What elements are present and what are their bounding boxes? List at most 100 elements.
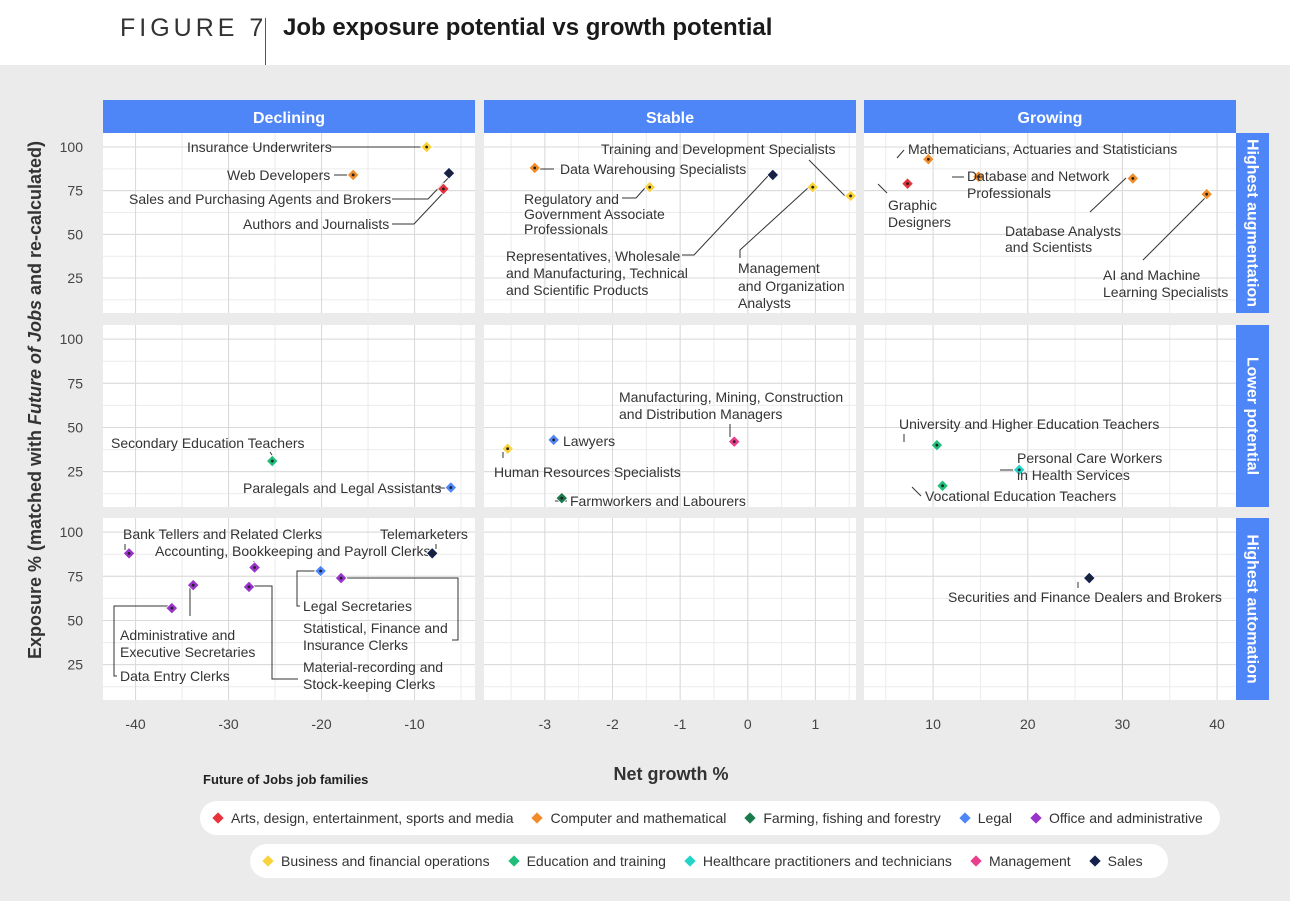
- data-point-center: [906, 182, 909, 186]
- legend-row: Arts, design, entertainment, sports and …: [200, 801, 1220, 835]
- x-tick-label: 40: [1209, 716, 1225, 732]
- point-label: Lawyers: [563, 433, 615, 449]
- leader-line: [896, 149, 905, 159]
- legend-label: Healthcare practitioners and technicians: [702, 853, 952, 869]
- leader-line: [1089, 177, 1127, 213]
- point-label: Paralegals and Legal Assistants: [243, 480, 441, 496]
- point-label: Professionals: [967, 185, 1051, 201]
- leader-line: [392, 189, 447, 225]
- y-tick-label: 75: [67, 375, 83, 391]
- data-point-center: [447, 171, 451, 175]
- point-label: Accounting, Bookkeeping and Payroll Cler…: [155, 543, 431, 559]
- figure-divider: [265, 18, 266, 65]
- legend-label: Computer and mathematical: [550, 810, 727, 826]
- leader-line: [911, 486, 922, 497]
- legend-item: Office and administrative: [1030, 810, 1203, 826]
- data-point-center: [506, 447, 510, 451]
- point-label: Data Warehousing Specialists: [560, 161, 746, 177]
- x-tick-label: 30: [1115, 716, 1131, 732]
- y-tick-label: 100: [60, 331, 84, 347]
- leader-line: [346, 577, 459, 641]
- data-point-center: [552, 438, 556, 442]
- point-label: and Scientific Products: [506, 282, 648, 298]
- point-label: Data Entry Clerks: [120, 668, 230, 684]
- legend-item: Education and training: [507, 853, 666, 869]
- point-label: Material-recording and: [303, 659, 443, 675]
- y-axis-title-part: and re-calculated): [25, 141, 45, 300]
- row-strip-label: Highest automation: [1244, 534, 1261, 683]
- data-point-center: [811, 185, 815, 189]
- point-label: Database and Network: [967, 168, 1110, 184]
- column-strip-label: Declining: [253, 110, 325, 127]
- data-point-center: [977, 175, 980, 179]
- leader-line: [296, 570, 316, 607]
- data-point-center: [849, 194, 852, 198]
- x-tick-label: -20: [311, 716, 331, 732]
- legend-label: Management: [988, 853, 1071, 869]
- leader-line: [877, 183, 888, 194]
- point-label: Manufacturing, Mining, Construction: [619, 389, 843, 405]
- point-label: Government Associate: [524, 206, 665, 222]
- legend-marker-icon: [1030, 812, 1042, 824]
- point-label: Database Analysts: [1005, 223, 1121, 239]
- row-strip: [1236, 133, 1269, 313]
- column-strip-label: Growing: [1018, 110, 1083, 127]
- legend-label: Farming, fishing and forestry: [763, 810, 941, 826]
- legend-item: Business and financial operations: [262, 853, 490, 869]
- legend-marker-icon: [970, 855, 982, 867]
- legend-label: Office and administrative: [1049, 810, 1203, 826]
- legend-item: Sales: [1088, 853, 1143, 869]
- figure-header: FIGURE 7 Job exposure potential vs growt…: [0, 0, 1290, 65]
- point-label: and Manufacturing, Technical: [506, 265, 688, 281]
- point-label: Bank Tellers and Related Clerks: [123, 526, 322, 542]
- y-tick-label: 50: [67, 612, 83, 628]
- data-point-center: [1205, 192, 1209, 196]
- legend-label: Arts, design, entertainment, sports and …: [231, 810, 514, 826]
- point-label: Insurance Clerks: [303, 637, 408, 653]
- x-tick-label: -30: [218, 716, 238, 732]
- legend-item: Legal: [959, 810, 1012, 826]
- point-label: Analysts: [738, 295, 791, 311]
- legend-marker-icon: [212, 812, 224, 824]
- point-label: Stock-keeping Clerks: [303, 676, 435, 692]
- point-label: Management: [738, 260, 820, 276]
- x-tick-label: -3: [539, 716, 552, 732]
- data-point-center: [441, 187, 445, 191]
- data-point-center: [926, 157, 930, 161]
- panel-background: [864, 518, 1236, 700]
- data-point-center: [941, 484, 944, 488]
- leader-line: [682, 175, 769, 256]
- point-label: Legal Secretaries: [303, 598, 412, 614]
- legend-title: Future of Jobs job families: [203, 772, 369, 787]
- point-label: Mathematicians, Actuaries and Statistici…: [908, 141, 1177, 157]
- data-point-center: [1017, 468, 1021, 472]
- legend-marker-icon: [684, 855, 696, 867]
- data-point-center: [1131, 177, 1135, 180]
- point-label: and Distribution Managers: [619, 406, 782, 422]
- y-tick-label: 75: [67, 183, 83, 199]
- leader-line: [248, 585, 298, 680]
- point-label: Learning Specialists: [1103, 284, 1228, 300]
- row-strip-label: Lower potential: [1244, 357, 1261, 475]
- y-tick-label: 25: [67, 464, 83, 480]
- y-tick-label: 25: [67, 657, 83, 673]
- legend-item: Healthcare practitioners and technicians: [684, 853, 952, 869]
- panel-background: [103, 325, 475, 507]
- leader-line: [392, 173, 453, 200]
- column-strip: [864, 100, 1236, 133]
- point-label: Training and Development Specialists: [601, 141, 836, 157]
- point-label: Designers: [888, 214, 951, 230]
- y-tick-label: 100: [60, 139, 84, 155]
- data-point-center: [560, 496, 564, 500]
- panel-background: [484, 518, 856, 700]
- data-point-center: [247, 585, 251, 589]
- legend-marker-icon: [1088, 855, 1101, 867]
- point-label: Sales and Purchasing Agents and Brokers: [129, 191, 391, 207]
- point-label: Insurance Underwriters: [187, 139, 332, 155]
- legend-marker-icon: [507, 855, 520, 867]
- point-label: Human Resources Specialists: [494, 464, 681, 480]
- point-label: Authors and Journalists: [243, 216, 389, 232]
- x-tick-label: -1: [674, 716, 687, 732]
- y-axis-title: Exposure % (matched with Future of Jobs …: [25, 141, 45, 659]
